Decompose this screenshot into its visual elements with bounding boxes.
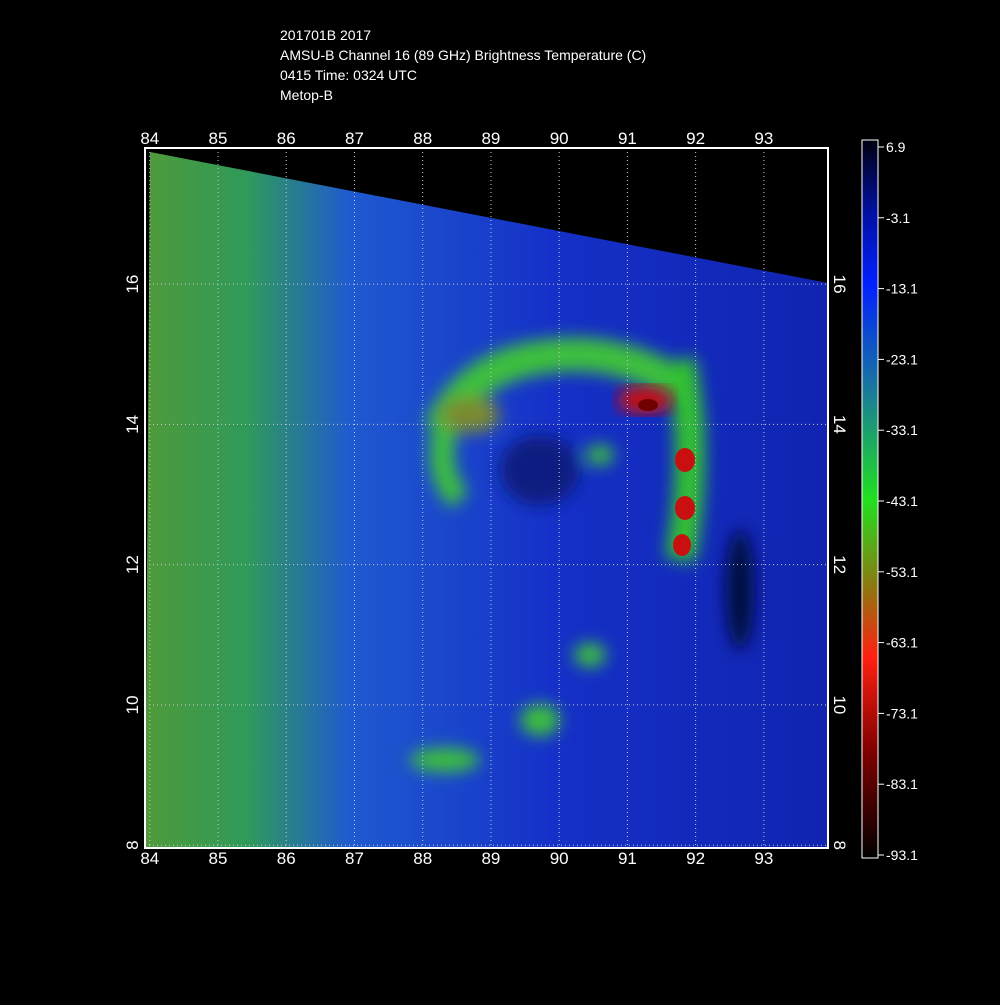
lat-label: 8 — [830, 840, 849, 849]
lon-label: 91 — [618, 129, 637, 148]
lat-label: 16 — [123, 275, 142, 294]
colorbar-label: -43.1 — [886, 493, 918, 509]
lon-label: 85 — [209, 849, 228, 868]
colorbar — [861, 139, 879, 859]
colorbar-label: -3.1 — [886, 210, 910, 226]
lon-label: 90 — [550, 129, 569, 148]
lat-label: 16 — [830, 275, 849, 294]
lon-label: 88 — [413, 129, 432, 148]
title-block: 201701B 2017 AMSU-B Channel 16 (89 GHz) B… — [280, 27, 646, 103]
lon-label: 86 — [277, 849, 296, 868]
swath-bg — [145, 152, 828, 848]
lon-label: 87 — [345, 129, 364, 148]
lon-label: 92 — [686, 129, 705, 148]
lat-label: 10 — [830, 695, 849, 714]
colorbar-label: -63.1 — [886, 635, 918, 651]
lon-label: 88 — [413, 849, 432, 868]
lat-label: 12 — [830, 555, 849, 574]
lat-label: 14 — [123, 415, 142, 434]
lon-label: 86 — [277, 129, 296, 148]
lon-label: 91 — [618, 849, 637, 868]
title-line: Metop-B — [280, 87, 333, 103]
lat-label: 14 — [830, 415, 849, 434]
lon-label: 87 — [345, 849, 364, 868]
title-line: AMSU-B Channel 16 (89 GHz) Brightness Te… — [280, 47, 646, 63]
lon-label: 84 — [140, 849, 159, 868]
lat-label: 12 — [123, 555, 142, 574]
colorbar-label: -73.1 — [886, 705, 918, 721]
title-line: 201701B 2017 — [280, 27, 371, 43]
colorbar-label: -23.1 — [886, 351, 918, 367]
colorbar-label: -13.1 — [886, 281, 918, 297]
colorbar-label: 6.9 — [886, 139, 906, 155]
colorbar-label: -53.1 — [886, 564, 918, 580]
lon-label: 89 — [481, 849, 500, 868]
cold-cores — [617, 386, 695, 556]
lon-label: 90 — [550, 849, 569, 868]
lon-label: 92 — [686, 849, 705, 868]
title-line: 0415 Time: 0324 UTC — [280, 67, 417, 83]
lon-label: 93 — [754, 849, 773, 868]
swath — [145, 152, 828, 848]
map-frame — [144, 147, 829, 849]
lon-label: 89 — [481, 129, 500, 148]
lon-label: 85 — [209, 129, 228, 148]
lat-label: 8 — [123, 840, 142, 849]
colorbar-label: -93.1 — [886, 847, 918, 863]
lon-label: 84 — [140, 129, 159, 148]
colorbar-label: -33.1 — [886, 422, 918, 438]
colorbar-label: -83.1 — [886, 776, 918, 792]
grid: 8484858586868787888889899090919192929393… — [123, 129, 849, 868]
colorbar-ticks: 6.9 -3.1 -13.1 -23.1 -33.1 -43.1 -53.1 -63.1 -73… — [878, 139, 918, 863]
lon-label: 93 — [754, 129, 773, 148]
lat-label: 10 — [123, 695, 142, 714]
